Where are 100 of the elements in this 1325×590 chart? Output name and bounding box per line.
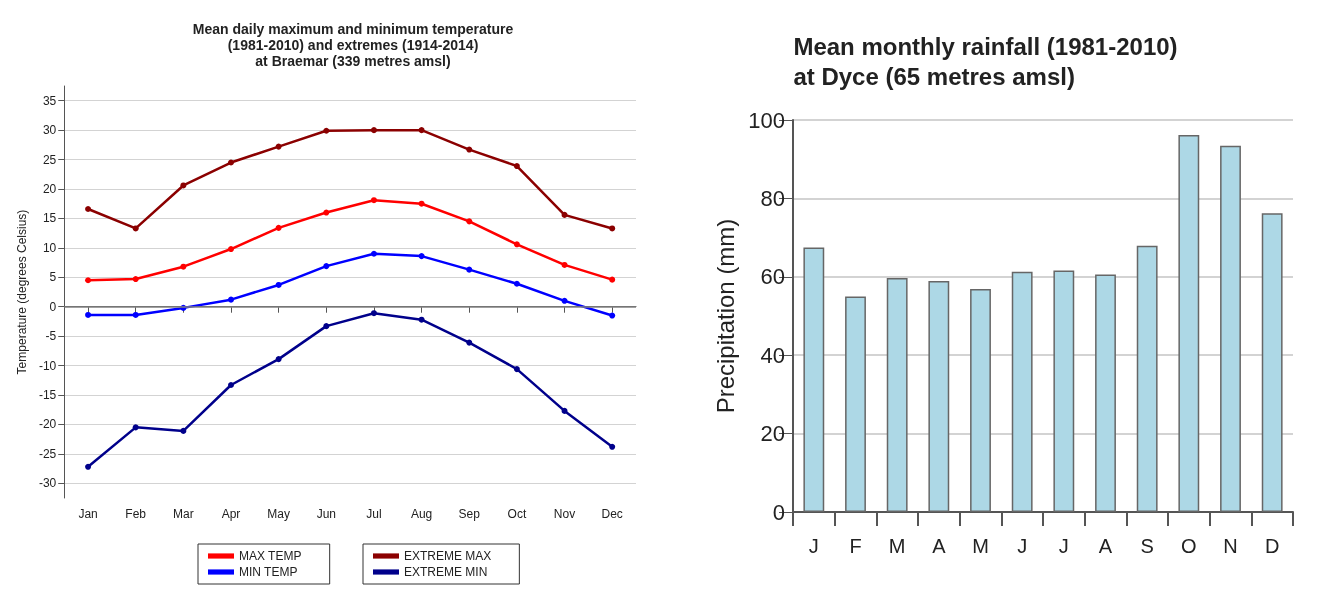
x-tick-label: M [972, 535, 989, 557]
x-tick-label: Feb [125, 507, 147, 521]
y-tick-label: -10 [38, 358, 57, 373]
point [370, 127, 377, 134]
point [370, 250, 377, 257]
point [609, 276, 616, 283]
x-tick-label: Aug [410, 507, 433, 521]
x-tick-label: O [1181, 535, 1197, 557]
y-tick-label: 0 [49, 299, 57, 314]
point [561, 211, 568, 218]
point [180, 263, 187, 270]
point [228, 296, 235, 303]
point [609, 443, 616, 450]
point [466, 339, 473, 346]
x-tick-label: Jul [366, 507, 382, 521]
point [370, 197, 377, 204]
y-tick-label: -5 [45, 329, 57, 344]
point [323, 323, 330, 330]
point [609, 225, 616, 232]
y-tick-label: -30 [38, 476, 57, 491]
point [180, 427, 187, 434]
point [275, 143, 282, 150]
point [228, 382, 235, 388]
x-tick-label: J [1017, 535, 1028, 557]
point [180, 182, 187, 189]
point [466, 266, 473, 273]
point [561, 261, 568, 268]
y-tick-label: 0 [772, 499, 785, 525]
point [513, 366, 520, 373]
x-tick-label: F [849, 535, 862, 557]
y-tick-label: 20 [760, 421, 785, 447]
y-tick-label: 60 [760, 264, 785, 290]
y-tick-label: -25 [38, 446, 57, 461]
point [370, 310, 377, 317]
legend-label: EXTREME MAX [404, 549, 492, 563]
bar [1011, 271, 1033, 512]
bar [845, 296, 866, 512]
point [466, 218, 473, 225]
chart-title: Mean monthly rainfall (1981-2010) at Dyce (65 metres amsl) [793, 32, 1178, 90]
point [418, 316, 425, 323]
point [513, 241, 520, 248]
y-tick-label: 35 [42, 93, 57, 108]
x-tick-label: J [808, 535, 819, 557]
point [275, 356, 282, 363]
point [513, 163, 520, 170]
y-tick-label: 30 [42, 123, 57, 138]
point [85, 206, 92, 213]
y-tick-label: 20 [42, 182, 57, 196]
point [132, 276, 139, 283]
point [85, 311, 92, 318]
y-tick-label: -20 [38, 417, 57, 432]
bar [928, 281, 950, 512]
y-tick-label: 25 [42, 152, 57, 167]
x-tick-label: Apr [221, 507, 241, 521]
bar [1178, 134, 1200, 512]
point [418, 253, 425, 260]
chart-title: Mean daily maximum and minimum temperature (1981-2010) and extremes (1914-2014) at Braemar (339 metres amsl) [192, 21, 514, 69]
point [418, 127, 425, 134]
point [275, 281, 282, 288]
point [609, 312, 616, 319]
point [228, 159, 235, 166]
bar [1136, 245, 1158, 512]
point [275, 224, 282, 231]
x-tick-label: Dec [601, 507, 623, 521]
x-tick-label: Mar [173, 507, 194, 521]
x-tick-label: Nov [553, 507, 576, 521]
x-tick-label: Jun [316, 507, 336, 521]
x-tick-label: A [1098, 535, 1113, 557]
x-tick-label: J [1058, 535, 1069, 557]
point [561, 297, 568, 304]
x-tick-label: A [932, 535, 947, 557]
point [85, 277, 92, 284]
y-tick-label: 5 [49, 270, 57, 285]
bar [1095, 274, 1116, 512]
y-tick-label: -15 [38, 388, 57, 402]
bar [1220, 145, 1241, 512]
point [466, 146, 473, 153]
y-tick-label: 10 [42, 240, 57, 255]
x-tick-label: Oct [507, 507, 527, 521]
legend-label: MAX TEMP [239, 549, 302, 563]
point [323, 263, 330, 270]
y-tick-label: 40 [760, 342, 785, 368]
x-tick-label: M [888, 535, 906, 557]
point [132, 311, 139, 318]
point [132, 424, 139, 431]
x-tick-label: Sep [458, 507, 481, 521]
point [561, 407, 568, 414]
bar [1053, 270, 1075, 512]
x-tick-label: D [1264, 535, 1280, 557]
bar [1261, 213, 1283, 512]
legend-label: MIN TEMP [239, 565, 298, 579]
y-tick-label: 15 [42, 211, 57, 226]
bar [886, 277, 908, 512]
y-tick-label: 100 [748, 107, 785, 133]
y-axis-title: Temperature (degrees Celsius) [15, 209, 29, 375]
x-tick-label: Jan [78, 507, 98, 521]
x-tick-label: S [1140, 535, 1154, 557]
point [418, 200, 425, 207]
y-tick-label: 80 [760, 185, 785, 211]
point [323, 127, 330, 134]
